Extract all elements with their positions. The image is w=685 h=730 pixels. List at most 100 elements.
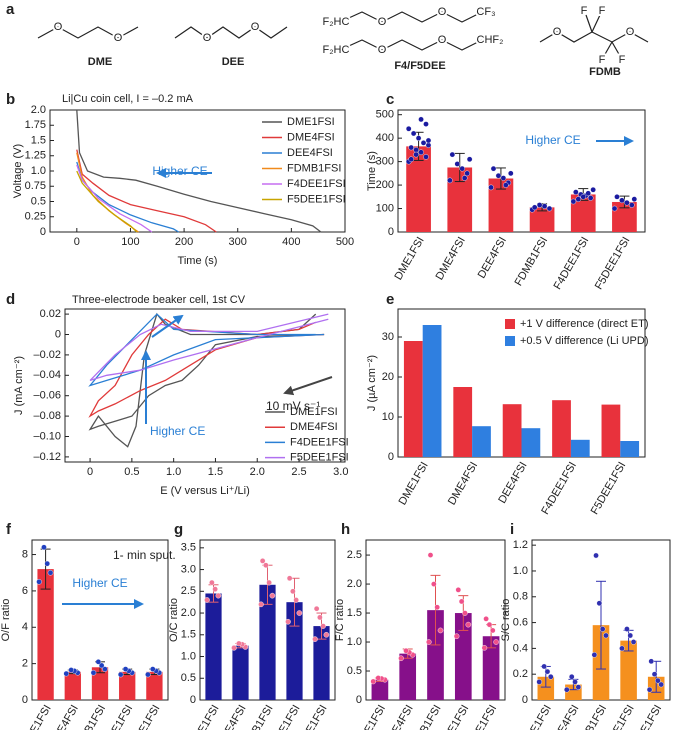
y-tick-label: 300	[376, 156, 394, 168]
data-point	[398, 655, 404, 662]
legend-label: +1 V difference (direct ET)	[520, 318, 649, 330]
bar	[601, 404, 621, 457]
bond	[611, 41, 621, 57]
bar	[502, 404, 522, 457]
y-axis-label: Time (s)	[366, 151, 378, 191]
bar	[521, 428, 541, 457]
x-tick-label: 0	[87, 466, 93, 478]
bar	[399, 653, 417, 700]
x-tick-label: DEE4FSI	[476, 235, 509, 281]
data-point	[590, 186, 596, 193]
subtitle: Three-electrode beaker cell, 1st CV	[72, 294, 246, 306]
data-point	[425, 137, 432, 144]
x-tick-label: F4DEE1FSI	[552, 235, 592, 292]
y-tick-label: 0.8	[513, 591, 528, 603]
data-point	[95, 659, 102, 665]
data-point	[423, 121, 429, 127]
atom: O	[438, 6, 447, 18]
bar	[259, 584, 276, 700]
y-tick-label: 1.2	[513, 539, 528, 551]
x-tick-label: F5DEE1FSI	[593, 235, 633, 292]
panel-label: h	[341, 521, 350, 538]
y-tick-label: 2.5	[347, 549, 362, 561]
bar	[37, 569, 54, 700]
data-point	[486, 621, 493, 628]
data-point	[481, 645, 488, 651]
data-point	[47, 569, 54, 576]
x-tick-label: 3.0	[333, 466, 348, 478]
molecule-name: DME	[88, 56, 112, 68]
data-point	[655, 677, 661, 684]
series-line	[76, 164, 153, 233]
data-point	[591, 652, 598, 658]
x-tick-label: DME4FSI	[547, 703, 581, 730]
legend-label: DEE4FSI	[287, 147, 333, 159]
data-point	[490, 165, 497, 172]
data-point	[572, 679, 578, 685]
data-point	[585, 190, 591, 197]
atom: O	[54, 21, 63, 33]
y-tick-label: 4	[22, 621, 28, 633]
skeleton	[339, 39, 483, 51]
data-point	[489, 627, 496, 634]
data-point	[263, 562, 269, 569]
legend-label: DME1FSI	[287, 116, 335, 128]
data-point	[458, 598, 465, 605]
data-point	[420, 140, 427, 146]
y-tick-label: –0.12	[33, 451, 61, 463]
data-point	[541, 203, 548, 209]
legend-label: FDMB1FSI	[287, 162, 341, 174]
data-point	[627, 632, 634, 639]
error-bar	[430, 574, 441, 646]
data-point	[408, 156, 414, 163]
atom: F	[619, 54, 626, 66]
x-tick-label: 1.5	[208, 466, 223, 478]
y-tick-label: 2.0	[347, 578, 362, 590]
y-tick-label: 0.2	[513, 668, 528, 680]
y-tick-label: 0	[40, 226, 46, 238]
y-tick-label: 2	[22, 658, 28, 670]
data-point	[215, 592, 222, 599]
x-tick-label: DME1FSI	[397, 460, 431, 507]
bar	[620, 640, 637, 700]
y-tick-label: 500	[376, 109, 394, 121]
series-line	[88, 313, 325, 387]
data-point	[624, 199, 630, 206]
atom: F	[581, 5, 588, 17]
x-tick-label: DME4FSI	[434, 235, 468, 282]
panel: g 0 0.5 1.0 1.5 2.0 2.5 3.0 3.5 O/C ratio DME1FSID…	[168, 521, 336, 730]
panel-label: i	[510, 521, 514, 538]
atom: F	[599, 54, 606, 66]
data-point	[204, 597, 210, 603]
data-point	[375, 675, 382, 681]
annotation: Higher CE	[150, 424, 205, 438]
y-tick-label: 1.0	[31, 165, 46, 177]
y-tick-label: 0	[522, 694, 528, 706]
series-line	[89, 313, 329, 382]
data-point	[536, 679, 542, 685]
x-tick-label: 400	[282, 236, 300, 248]
data-point	[455, 587, 462, 593]
annotation: Higher CE	[152, 164, 207, 178]
y-tick-label: –0.02	[33, 349, 61, 361]
y-tick-label: –0.10	[33, 430, 61, 442]
data-point	[651, 671, 658, 677]
x-tick-label: DME1FSI	[392, 235, 426, 282]
annotation: Higher CE	[72, 576, 127, 590]
x-tick-label: DEE4FSI	[496, 460, 529, 506]
data-point	[546, 205, 553, 212]
data-point	[68, 667, 74, 673]
y-tick-label: 1.5	[31, 134, 46, 146]
data-point	[531, 204, 538, 211]
series-line	[76, 170, 138, 233]
panel-a: a O O DME O O DEE F₂HC O O CF₃ F₂HC O O …	[6, 1, 649, 78]
data-point	[563, 686, 570, 693]
data-point	[102, 666, 108, 672]
data-point	[149, 666, 156, 672]
bar	[403, 341, 423, 457]
y-tick-label: 0.5	[31, 195, 46, 207]
plot-frame	[397, 109, 646, 233]
x-tick-label: DME4FSI	[47, 703, 81, 730]
annotation: 1- min sput.	[113, 548, 176, 562]
